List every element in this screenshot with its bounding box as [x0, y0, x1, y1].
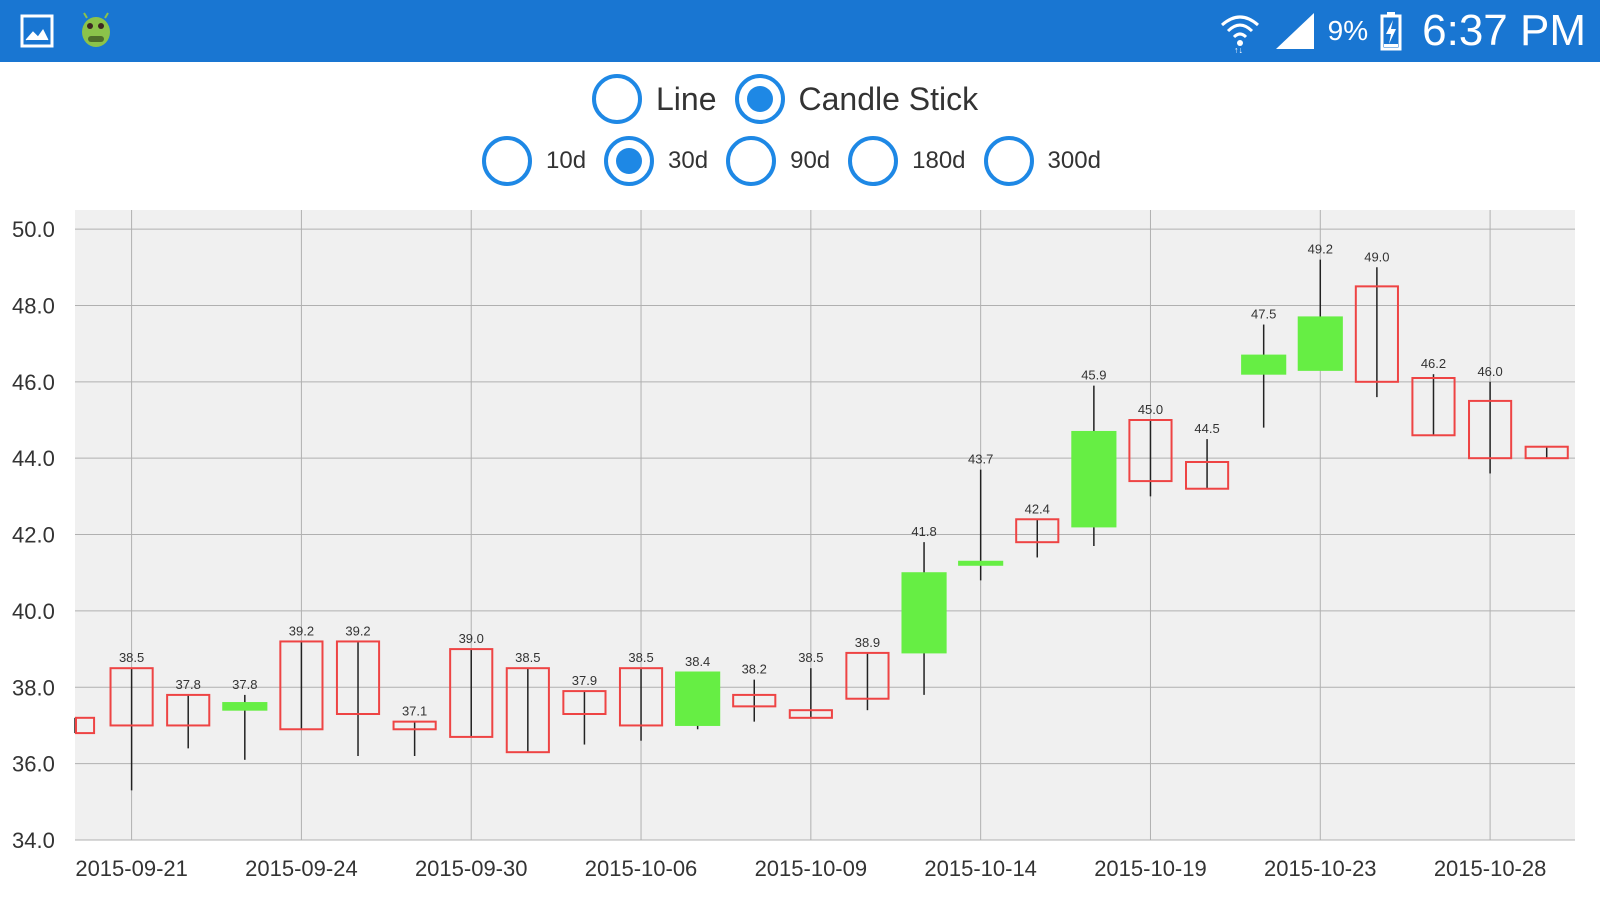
- candle-body-up: [222, 702, 268, 711]
- radio-90d-label[interactable]: 90d: [790, 147, 831, 174]
- candle-value-label: 49.0: [1364, 249, 1389, 264]
- candle-value-label: 43.7: [968, 452, 993, 467]
- candle-body-down: [335, 640, 381, 716]
- radio-300d[interactable]: [983, 136, 1034, 186]
- candle-value-label: 49.2: [1308, 242, 1333, 257]
- chart-type-radio-group: Line Candle Stick: [592, 74, 996, 124]
- candle-value-label: 45.0: [1138, 402, 1163, 417]
- candle-body-down: [562, 690, 607, 716]
- x-tick-label: 2015-10-09: [755, 856, 868, 881]
- candle-value-label: 45.9: [1081, 368, 1106, 383]
- radio-line-label[interactable]: Line: [656, 80, 717, 117]
- candle-body-down: [166, 693, 211, 727]
- candle-body-up: [958, 560, 1004, 566]
- candle-body-down: [449, 648, 494, 738]
- android-icon: [82, 12, 110, 47]
- candle-body-up: [1241, 354, 1287, 375]
- candle-body-down: [75, 716, 96, 735]
- radio-candle-stick-label[interactable]: Candle Stick: [798, 80, 979, 117]
- range-radio-group: 10d 30d 90d 180d 300d: [482, 136, 1119, 186]
- candle-value-label: 46.2: [1421, 356, 1446, 371]
- x-tick-label: 2015-09-21: [75, 856, 188, 881]
- y-tick-label: 36.0: [12, 752, 55, 777]
- y-tick-label: 40.0: [12, 599, 55, 624]
- candle-body-up: [1071, 430, 1117, 528]
- candle-value-label: 39.0: [459, 631, 484, 646]
- y-tick-label: 48.0: [12, 293, 55, 318]
- radio-10d-label[interactable]: 10d: [546, 147, 587, 174]
- candle-body-up: [901, 572, 947, 654]
- x-tick-label: 2015-10-19: [1094, 856, 1207, 881]
- radio-line[interactable]: [592, 74, 642, 124]
- svg-text:↑↓: ↑↓: [1234, 45, 1243, 53]
- candle-value-label: 38.4: [685, 654, 710, 669]
- candle-value-label: 37.8: [176, 677, 201, 692]
- candle-body-down: [1468, 399, 1513, 460]
- candle-body-down: [618, 667, 664, 727]
- candle-value-label: 38.9: [855, 635, 880, 650]
- candle-value-label: 46.0: [1477, 364, 1502, 379]
- radio-300d-label[interactable]: 300d: [1047, 147, 1101, 174]
- status-bar: ↑↓ 9% 6:37 PM: [0, 0, 1600, 62]
- candle-value-label: 38.5: [119, 650, 144, 665]
- chart-controls: Line Candle Stick 10d 30d 90d 180d 300d: [0, 62, 1600, 202]
- candle-value-label: 38.2: [742, 662, 767, 677]
- radio-30d-label[interactable]: 30d: [668, 147, 709, 174]
- radio-180d[interactable]: [848, 136, 899, 186]
- y-tick-label: 38.0: [12, 675, 55, 700]
- candle-value-label: 38.5: [628, 650, 653, 665]
- radio-180d-label[interactable]: 180d: [912, 147, 966, 174]
- wifi-icon: ↑↓: [1220, 15, 1259, 53]
- chart-svg[interactable]: 34.0 36.0 38.0 40.0 42.0 44.0 46.0 48.0 50.0 2015…: [0, 200, 1600, 900]
- candle-value-label: 41.8: [911, 524, 936, 539]
- candle-body-down: [505, 667, 550, 754]
- candlestick-chart[interactable]: 34.0 36.0 38.0 40.0 42.0 44.0 46.0 48.0 50.0 2015…: [0, 200, 1600, 900]
- candle-value-label: 37.8: [232, 677, 257, 692]
- radio-10d[interactable]: [482, 136, 532, 186]
- plot-area: [75, 210, 1575, 840]
- x-tick-label: 2015-09-24: [245, 856, 358, 881]
- x-tick-label: 2015-09-30: [415, 856, 528, 881]
- candle-body-down: [1354, 285, 1399, 383]
- candle-body-up: [1297, 316, 1343, 371]
- y-tick-label: 46.0: [12, 370, 55, 395]
- radio-candle-stick[interactable]: [734, 74, 785, 124]
- y-tick-label: 50.0: [12, 217, 55, 242]
- candle-body-down: [109, 667, 154, 727]
- candle-value-label: 39.2: [345, 623, 370, 638]
- candle-body-down: [1128, 419, 1173, 483]
- candle-body-down: [1411, 377, 1456, 437]
- x-tick-label: 2015-10-14: [924, 856, 1037, 881]
- x-tick-label: 2015-10-28: [1434, 856, 1547, 881]
- candle-body-down: [1185, 461, 1230, 490]
- clock: 6:37 PM: [1422, 6, 1586, 55]
- candle-body-down: [788, 709, 833, 719]
- candle-value-label: 39.2: [289, 623, 314, 638]
- candle-body-up: [675, 671, 721, 726]
- candle-value-label: 47.5: [1251, 307, 1276, 322]
- candle-body-down: [845, 651, 890, 700]
- candle-value-label: 37.9: [572, 673, 597, 688]
- battery-charging-icon: [1380, 12, 1402, 51]
- battery-percent: 9%: [1327, 15, 1369, 46]
- candle-value-label: 42.4: [1025, 501, 1050, 516]
- candle-body-down: [732, 693, 777, 708]
- candle-value-label: 38.5: [515, 650, 540, 665]
- candle-value-label: 38.5: [798, 650, 823, 665]
- radio-30d[interactable]: [604, 136, 655, 186]
- y-tick-label: 42.0: [12, 523, 55, 548]
- candle-body-down: [1015, 518, 1060, 544]
- gallery-icon: [20, 14, 54, 48]
- signal-icon: [1275, 13, 1314, 49]
- x-tick-label: 2015-10-06: [585, 856, 698, 881]
- candle-body-down: [279, 640, 324, 731]
- candle-body-down: [1524, 445, 1569, 460]
- y-tick-label: 34.0: [12, 828, 55, 853]
- radio-90d[interactable]: [726, 136, 777, 186]
- candle-value-label: 37.1: [402, 704, 427, 719]
- candle-body-down: [392, 720, 437, 731]
- y-tick-label: 44.0: [12, 446, 55, 471]
- candle-value-label: 44.5: [1194, 421, 1219, 436]
- x-tick-label: 2015-10-23: [1264, 856, 1377, 881]
